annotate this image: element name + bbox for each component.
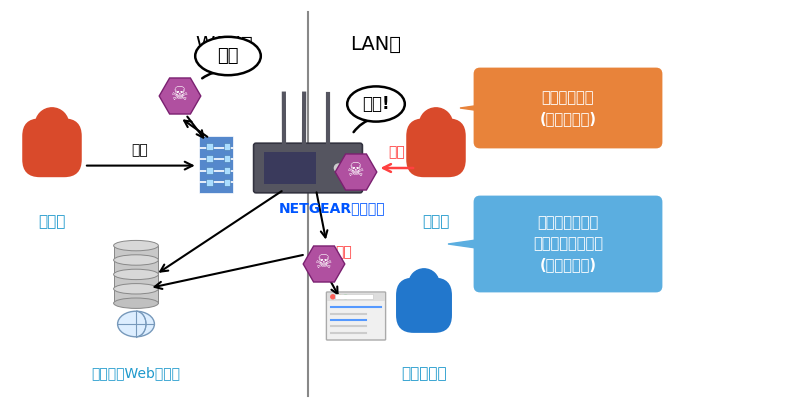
Bar xyxy=(264,152,316,184)
Bar xyxy=(206,179,213,186)
FancyBboxPatch shape xyxy=(326,292,386,340)
Bar xyxy=(206,155,213,162)
Bar xyxy=(114,260,158,274)
Text: ☠: ☠ xyxy=(171,85,189,105)
Text: 攻撃者: 攻撃者 xyxy=(38,214,66,229)
FancyBboxPatch shape xyxy=(254,143,362,193)
Ellipse shape xyxy=(195,37,261,75)
Ellipse shape xyxy=(114,240,158,251)
Bar xyxy=(199,159,233,170)
FancyBboxPatch shape xyxy=(406,118,466,177)
Text: 細工したWebページ: 細工したWebページ xyxy=(91,367,181,381)
Text: 攻撃: 攻撃 xyxy=(389,145,405,159)
Text: NETGEAR製ルータ: NETGEAR製ルータ xyxy=(278,201,386,215)
Bar xyxy=(199,136,233,147)
Polygon shape xyxy=(448,226,574,262)
Polygon shape xyxy=(159,78,201,114)
Bar xyxy=(224,179,230,186)
FancyBboxPatch shape xyxy=(474,196,662,293)
Polygon shape xyxy=(335,154,377,190)
Bar xyxy=(224,155,230,162)
FancyBboxPatch shape xyxy=(396,278,452,333)
Ellipse shape xyxy=(347,87,405,122)
Circle shape xyxy=(409,269,439,299)
Text: 一般利用者: 一般利用者 xyxy=(401,366,447,381)
Bar xyxy=(199,171,233,181)
Text: WAN側: WAN側 xyxy=(195,35,253,54)
Ellipse shape xyxy=(114,283,158,294)
Bar xyxy=(114,289,158,303)
Text: LAN側: LAN側 xyxy=(350,35,402,54)
Text: ☠: ☠ xyxy=(315,253,333,272)
Bar xyxy=(199,147,233,158)
Circle shape xyxy=(344,295,348,299)
Circle shape xyxy=(334,164,342,172)
Ellipse shape xyxy=(114,255,158,265)
FancyBboxPatch shape xyxy=(22,118,82,177)
Circle shape xyxy=(35,108,69,141)
Text: 攻撃者: 攻撃者 xyxy=(422,214,450,229)
Polygon shape xyxy=(460,92,574,124)
Bar xyxy=(327,293,385,301)
Bar xyxy=(114,274,158,289)
Ellipse shape xyxy=(114,269,158,280)
Circle shape xyxy=(338,295,342,299)
Bar xyxy=(224,167,230,174)
Text: 成功!: 成功! xyxy=(362,95,390,113)
Bar xyxy=(224,143,230,150)
Bar xyxy=(206,143,213,150)
Bar xyxy=(114,246,158,260)
Circle shape xyxy=(419,108,453,141)
Ellipse shape xyxy=(118,311,154,337)
Circle shape xyxy=(331,295,335,299)
Ellipse shape xyxy=(114,298,158,309)
Text: 失敗: 失敗 xyxy=(218,47,238,65)
Bar xyxy=(199,182,233,193)
Bar xyxy=(335,295,373,299)
Bar xyxy=(206,167,213,174)
Text: 直接攻撃する
(能動的攻撃): 直接攻撃する (能動的攻撃) xyxy=(539,90,597,126)
Text: 罠ページ経由で
意図せず攻撃する
(受動的攻撃): 罠ページ経由で 意図せず攻撃する (受動的攻撃) xyxy=(533,215,603,272)
Polygon shape xyxy=(303,246,345,282)
FancyBboxPatch shape xyxy=(474,68,662,148)
Text: 攻撃: 攻撃 xyxy=(132,144,148,158)
Text: ☠: ☠ xyxy=(347,162,365,180)
Text: 攻撃: 攻撃 xyxy=(336,245,352,259)
